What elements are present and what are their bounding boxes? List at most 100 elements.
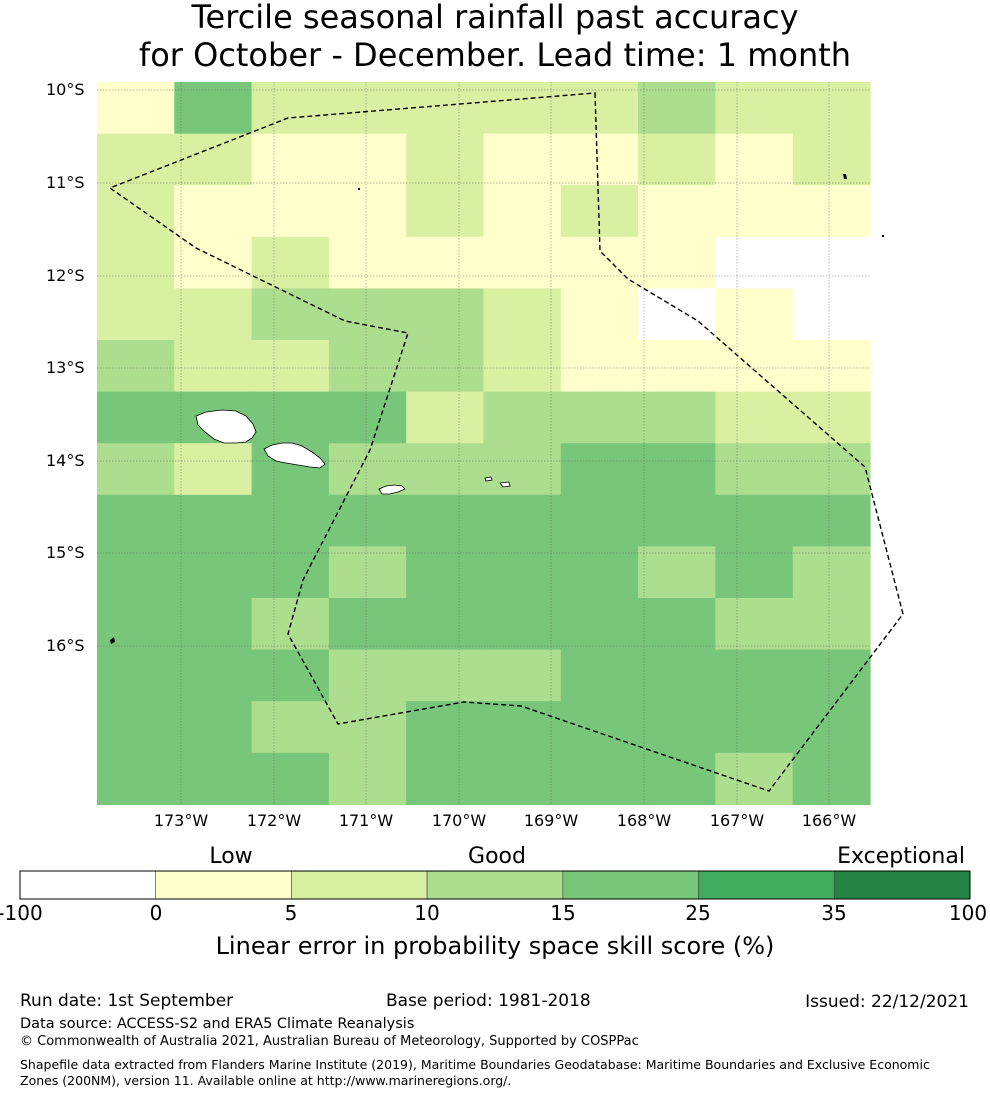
colorbar-tick: 0 bbox=[149, 901, 163, 925]
island-savaii bbox=[195, 409, 257, 444]
grid-cell bbox=[483, 82, 562, 135]
grid-cell bbox=[792, 701, 871, 754]
grid-cell bbox=[715, 82, 794, 135]
colorbar-swatch bbox=[562, 870, 699, 900]
grid-cell bbox=[483, 391, 562, 444]
grid-cell bbox=[560, 391, 639, 444]
grid-cell bbox=[792, 546, 871, 599]
grid-cell bbox=[406, 598, 485, 651]
colorbar-tick: 100 bbox=[948, 901, 988, 925]
grid-cell bbox=[483, 701, 562, 754]
grid-cell bbox=[560, 752, 639, 805]
grid-cell bbox=[638, 649, 716, 702]
grid-cell bbox=[483, 598, 562, 651]
grid-cell bbox=[251, 288, 330, 341]
grid-cell bbox=[251, 236, 330, 289]
grid-cell bbox=[174, 340, 253, 393]
lat-label: 14°S bbox=[46, 451, 85, 470]
grid-cell bbox=[97, 391, 175, 444]
grid-cell bbox=[97, 598, 175, 651]
colorbar-tick: -100 bbox=[0, 901, 43, 925]
grid-cell bbox=[174, 288, 253, 341]
graticule bbox=[97, 82, 870, 805]
grid-cell bbox=[251, 649, 330, 702]
grid-cell bbox=[406, 546, 485, 599]
grid-cell bbox=[715, 288, 794, 341]
colorbar-swatch bbox=[291, 870, 428, 900]
colorbar-swatch bbox=[19, 870, 156, 900]
title-line-2: for October - December. Lead time: 1 mon… bbox=[138, 36, 852, 74]
grid-cell bbox=[328, 649, 407, 702]
island-small-2 bbox=[843, 174, 847, 179]
lat-label: 15°S bbox=[46, 543, 85, 562]
skill-grid bbox=[97, 82, 871, 805]
grid-cell bbox=[792, 288, 871, 341]
grid-cell bbox=[560, 133, 639, 186]
grid-cell bbox=[97, 82, 175, 135]
grid-cell bbox=[251, 546, 330, 599]
grid-cell bbox=[560, 185, 639, 238]
grid-cell bbox=[406, 649, 485, 702]
grid-cell bbox=[638, 82, 716, 135]
grid-cell bbox=[638, 133, 716, 186]
grid-cell bbox=[251, 185, 330, 238]
grid-cell bbox=[638, 391, 716, 444]
grid-cell bbox=[715, 494, 794, 547]
grid-cell bbox=[328, 133, 407, 186]
grid-cell bbox=[560, 443, 639, 496]
grid-cell bbox=[251, 82, 330, 135]
grid-cell bbox=[174, 649, 253, 702]
grid-cell bbox=[97, 236, 175, 289]
grid-cell bbox=[174, 598, 253, 651]
lon-label: 168°W bbox=[616, 811, 672, 830]
grid-cell bbox=[792, 752, 871, 805]
grid-cell bbox=[792, 340, 871, 393]
grid-cell bbox=[174, 701, 253, 754]
lon-label: 171°W bbox=[338, 811, 394, 830]
grid-cell bbox=[97, 546, 175, 599]
grid-cell bbox=[715, 185, 794, 238]
copyright: © Commonwealth of Australia 2021, Austra… bbox=[20, 1034, 639, 1049]
island-upolu bbox=[263, 442, 326, 469]
grid-cell bbox=[483, 443, 562, 496]
grid-cell bbox=[792, 185, 871, 238]
lon-label: 167°W bbox=[709, 811, 765, 830]
island-small-3 bbox=[882, 235, 884, 237]
lat-label: 10°S bbox=[46, 80, 85, 99]
grid-cell bbox=[560, 649, 639, 702]
colorbar-tick: 15 bbox=[550, 901, 576, 925]
grid-cell bbox=[174, 185, 253, 238]
lon-label: 169°W bbox=[523, 811, 579, 830]
grid-cell bbox=[251, 133, 330, 186]
grid-cell bbox=[97, 752, 175, 805]
grid-cell bbox=[560, 546, 639, 599]
grid-cell bbox=[483, 752, 562, 805]
grid-cell bbox=[97, 185, 175, 238]
grid-cell bbox=[406, 133, 485, 186]
grid-cell bbox=[483, 340, 562, 393]
grid-cell bbox=[174, 494, 253, 547]
grid-cell bbox=[328, 185, 407, 238]
colorbar-tick: 5 bbox=[284, 901, 298, 925]
islands bbox=[110, 174, 884, 644]
grid-cell bbox=[328, 82, 407, 135]
grid-cell bbox=[251, 391, 330, 444]
grid-cell bbox=[251, 701, 330, 754]
grid-cell bbox=[638, 288, 716, 341]
colorbar-label: Linear error in probability space skill … bbox=[215, 932, 775, 960]
island-ofu bbox=[484, 476, 493, 482]
colorbar-tick: 25 bbox=[685, 901, 711, 925]
colorbar-tick: 35 bbox=[821, 901, 847, 925]
grid-cell bbox=[715, 391, 794, 444]
grid-cell bbox=[715, 598, 794, 651]
grid-cell bbox=[483, 133, 562, 186]
run-date: Run date: 1st September bbox=[20, 991, 234, 1011]
chart-title: Tercile seasonal rainfall past accuracy … bbox=[0, 0, 990, 74]
grid-cell bbox=[251, 340, 330, 393]
grid-cell bbox=[328, 701, 407, 754]
grid-cell bbox=[560, 236, 639, 289]
colorbar-outline bbox=[19, 870, 971, 900]
grid-cell bbox=[406, 340, 485, 393]
colorbar-swatch bbox=[155, 870, 292, 900]
